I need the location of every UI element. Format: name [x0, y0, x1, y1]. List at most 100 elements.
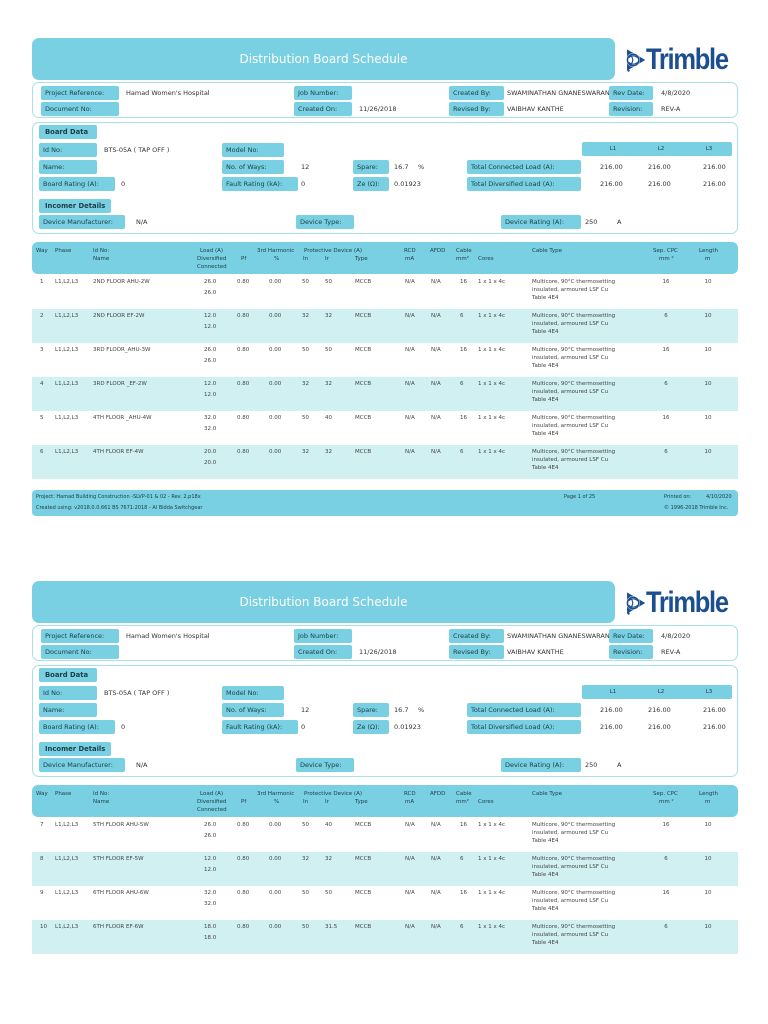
cell-phase: L1,L2,L3	[55, 381, 79, 387]
col-name: Name	[93, 799, 110, 805]
trimble-logo-text: Trimble	[645, 43, 729, 76]
cell-name: 2ND FLOOR AHU-2W	[93, 279, 150, 285]
cell-ir: 40	[325, 415, 332, 421]
table-row[interactable]: 7 L1,L2,L3 5TH FLOOR AHU-5W 26.0 26.0 0.…	[32, 818, 738, 852]
table-row[interactable]: 5 L1,L2,L3 4TH FLOOR _AHU-4W 32.0 32.0 0…	[32, 411, 738, 445]
col-cable: Cable	[456, 791, 472, 797]
col-way: Way	[36, 791, 48, 797]
cell-type: MCCB	[355, 381, 372, 387]
col-ir: Ir	[325, 799, 329, 805]
project-info-panel: Project Reference: Hamad Women's Hospita…	[32, 625, 738, 661]
col-phase: Phase	[55, 791, 72, 797]
cell-pf: 0.80	[237, 822, 250, 828]
col-ir: Ir	[325, 256, 329, 262]
cell-diversified: 26.0	[204, 822, 217, 828]
job-number-label: Job Number:	[294, 86, 352, 100]
cell-cores: 1 x 1 x 4c	[478, 890, 506, 896]
cell-cable-type-line2: insulated, armoured LSF Cu	[532, 864, 609, 870]
cell-length: 10	[704, 856, 712, 862]
table-row[interactable]: 10 L1,L2,L3 6TH FLOOR EF-6W 18.0 18.0 0.…	[32, 920, 738, 954]
cell-rcd: N/A	[405, 415, 415, 421]
col-harmonic-unit: %	[274, 256, 280, 262]
cell-ir: 50	[325, 890, 332, 896]
cell-cable-type-line2: insulated, armoured LSF Cu	[532, 830, 609, 836]
table-row[interactable]: 6 L1,L2,L3 4TH FLOOR EF-4W 20.0 20.0 0.8…	[32, 445, 738, 479]
col-cable-unit: mm²	[456, 799, 469, 805]
footer-created-using: Created using: v2018.0.0.661 BS 7671:201…	[36, 505, 203, 511]
incomer-details-heading: Incomer Details	[39, 742, 111, 756]
cell-name: 3RD FLOOR _EF-2W	[93, 381, 147, 387]
spare-label: Spare:	[353, 703, 389, 717]
incomer-details-heading: Incomer Details	[39, 199, 111, 213]
cell-harmonic: 0.00	[269, 924, 282, 930]
cell-type: MCCB	[355, 822, 372, 828]
cell-cores: 1 x 1 x 4c	[478, 415, 506, 421]
cell-length: 10	[704, 449, 712, 455]
cell-cable-type-line3: Table 4E4	[532, 465, 559, 471]
cell-cable-type-line1: Multicore, 90°C thermosetting	[532, 313, 616, 319]
table-row[interactable]: 4 L1,L2,L3 3RD FLOOR _EF-2W 12.0 12.0 0.…	[32, 377, 738, 411]
model-no-label: Model No:	[222, 686, 284, 700]
rev-date-value: 4/8/2020	[661, 632, 691, 640]
cell-rcd: N/A	[405, 347, 415, 353]
trimble-logo-text: Trimble	[645, 586, 729, 619]
cell-cable-type-line1: Multicore, 90°C thermosetting	[532, 449, 616, 455]
col-name: Name	[93, 256, 110, 262]
cell-in: 32	[302, 449, 309, 455]
cell-way: 8	[40, 856, 44, 862]
footer-page-number: Page 1 of 25	[564, 494, 596, 500]
cell-rcd: N/A	[405, 822, 415, 828]
col-sep-cpc-unit: mm ²	[659, 256, 674, 262]
cell-diversified: 26.0	[204, 279, 217, 285]
cell-afdd: N/A	[431, 449, 441, 455]
cell-rcd: N/A	[405, 313, 415, 319]
cell-way: 9	[40, 890, 44, 896]
board-data-heading: Board Data	[39, 125, 97, 139]
table-row[interactable]: 1 L1,L2,L3 2ND FLOOR AHU-2W 26.0 26.0 0.…	[32, 275, 738, 309]
cell-name: 6TH FLOOR AHU-6W	[93, 890, 149, 896]
cell-length: 10	[704, 347, 712, 353]
created-on-value: 11/26/2018	[359, 105, 397, 113]
project-info-panel: Project Reference: Hamad Women's Hospita…	[32, 82, 738, 118]
cell-in: 50	[302, 890, 309, 896]
cell-type: MCCB	[355, 856, 372, 862]
cell-connected: 32.0	[204, 426, 217, 432]
table-row[interactable]: 3 L1,L2,L3 3RD FLOOR_AHU-3W 26.0 26.0 0.…	[32, 343, 738, 377]
cell-harmonic: 0.00	[269, 279, 282, 285]
cell-pf: 0.80	[237, 279, 250, 285]
circuit-table-header: Way Phase Id No: Name Load (A) Diversifi…	[32, 242, 738, 274]
col-in: In	[303, 799, 309, 805]
cell-cable-type-line1: Multicore, 90°C thermosetting	[532, 347, 616, 353]
cell-cores: 1 x 1 x 4c	[478, 381, 506, 387]
cell-type: MCCB	[355, 449, 372, 455]
created-by-label: Created By:	[449, 629, 504, 643]
cell-afdd: N/A	[431, 924, 441, 930]
table-row[interactable]: 9 L1,L2,L3 6TH FLOOR AHU-6W 32.0 32.0 0.…	[32, 886, 738, 920]
cell-length: 10	[704, 822, 712, 828]
cell-cable-type-line3: Table 4E4	[532, 906, 559, 912]
cell-in: 50	[302, 924, 309, 930]
table-row[interactable]: 2 L1,L2,L3 2ND FLOOR EF-2W 12.0 12.0 0.8…	[32, 309, 738, 343]
cell-phase: L1,L2,L3	[55, 279, 79, 285]
cell-type: MCCB	[355, 347, 372, 353]
col-afdd: AFDD	[430, 248, 446, 254]
device-type-label: Device Type:	[296, 758, 354, 772]
cell-cores: 1 x 1 x 4c	[478, 856, 506, 862]
cell-sep-cpc: 6	[664, 856, 668, 862]
spare-unit: %	[418, 163, 425, 171]
created-by-value: SWAMINATHAN GNANESWARAN	[507, 632, 610, 640]
total-diversified-label: Total Diversified Load (A):	[467, 720, 581, 734]
cell-name: 4TH FLOOR _AHU-4W	[93, 415, 152, 421]
col-rcd-unit: mA	[405, 256, 415, 262]
fault-rating-value: 0	[301, 723, 306, 731]
total-connected-l2: 216.00	[648, 163, 671, 171]
cell-phase: L1,L2,L3	[55, 924, 79, 930]
col-cable-type: Cable Type	[532, 248, 562, 254]
footer-printed-on: 4/10/2020	[706, 494, 732, 500]
table-row[interactable]: 8 L1,L2,L3 5TH FLOOR EF-5W 12.0 12.0 0.8…	[32, 852, 738, 886]
cell-sep-cpc: 16	[662, 890, 670, 896]
total-diversified-l3: 216.00	[703, 723, 726, 731]
cell-type: MCCB	[355, 924, 372, 930]
board-rating-label: Board Rating (A):	[39, 177, 115, 191]
cell-length: 10	[704, 279, 712, 285]
